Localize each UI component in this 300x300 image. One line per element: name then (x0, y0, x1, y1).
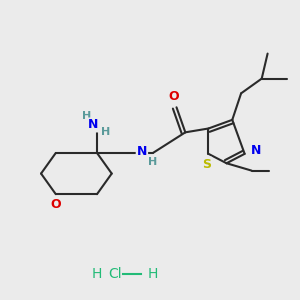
Text: S: S (202, 158, 211, 171)
Text: H: H (82, 111, 91, 121)
Text: O: O (50, 198, 61, 211)
Text: N: N (88, 118, 99, 131)
Text: N: N (137, 145, 147, 158)
Text: N: N (250, 144, 261, 158)
Text: Cl: Cl (108, 267, 122, 281)
Text: H: H (92, 267, 102, 281)
Text: H: H (148, 157, 157, 167)
Text: O: O (168, 91, 179, 103)
Text: H: H (101, 127, 110, 137)
Text: H: H (148, 267, 158, 281)
